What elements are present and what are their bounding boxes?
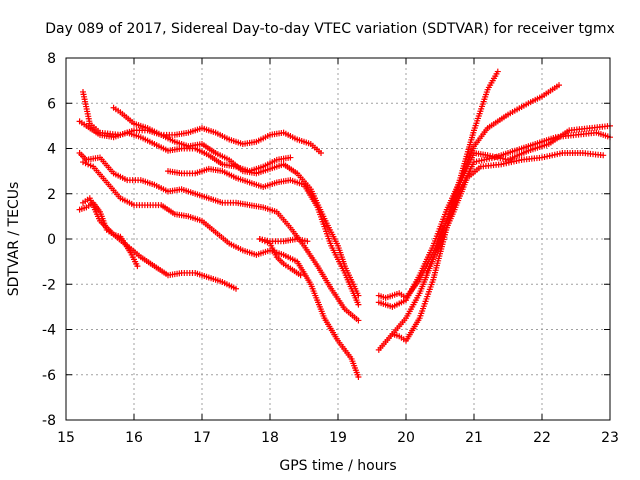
series-track-8 bbox=[76, 199, 141, 270]
x-tick-label: 15 bbox=[57, 430, 75, 446]
x-tick-label: 18 bbox=[261, 430, 279, 446]
y-tick-label: -2 bbox=[42, 277, 56, 293]
x-tick-label: 17 bbox=[193, 430, 211, 446]
data-point bbox=[355, 374, 362, 381]
series-track-13 bbox=[375, 129, 613, 353]
grid bbox=[66, 58, 610, 420]
x-tick-label: 16 bbox=[125, 430, 143, 446]
y-axis-label: SDTVAR / TECUs bbox=[6, 182, 22, 297]
axis-ticks: 15 16 17 18 19 20 21 22 23 -8 -6 -4 -2 0 2 4 6 8 bbox=[42, 51, 619, 446]
x-axis-label: GPS time / hours bbox=[279, 458, 396, 474]
y-tick-label: -4 bbox=[42, 323, 56, 339]
y-tick-label: 4 bbox=[47, 142, 56, 158]
data-point bbox=[304, 238, 311, 245]
data-point bbox=[355, 301, 362, 308]
data-point bbox=[287, 154, 294, 161]
series-track-10 bbox=[256, 236, 311, 245]
data-point bbox=[297, 272, 304, 279]
x-tick-label: 23 bbox=[601, 430, 619, 446]
data-point bbox=[318, 150, 324, 157]
data-point bbox=[233, 285, 239, 292]
x-tick-label: 20 bbox=[397, 430, 415, 446]
series-track-1 bbox=[80, 88, 324, 157]
x-tick-label: 22 bbox=[533, 430, 551, 446]
data-point bbox=[600, 152, 607, 159]
series-track-15 bbox=[423, 150, 607, 276]
x-tick-label: 21 bbox=[465, 430, 483, 446]
y-tick-label: 2 bbox=[47, 187, 56, 203]
data-point bbox=[494, 68, 501, 75]
y-tick-label: 8 bbox=[47, 51, 56, 67]
y-tick-label: 0 bbox=[47, 232, 56, 248]
data-point bbox=[556, 82, 562, 89]
data-point bbox=[355, 317, 362, 324]
y-tick-label: -8 bbox=[42, 413, 56, 429]
series-track-5 bbox=[165, 165, 362, 308]
series-track-6 bbox=[80, 159, 362, 381]
data-points bbox=[76, 68, 613, 381]
data-point bbox=[134, 263, 141, 270]
chart-title: Day 089 of 2017, Sidereal Day-to-day VTE… bbox=[45, 21, 615, 37]
y-tick-label: -6 bbox=[42, 368, 56, 384]
x-tick-label: 19 bbox=[329, 430, 347, 446]
y-tick-label: 6 bbox=[47, 96, 56, 112]
series-track-3 bbox=[110, 104, 362, 299]
series-track-14 bbox=[389, 122, 613, 344]
